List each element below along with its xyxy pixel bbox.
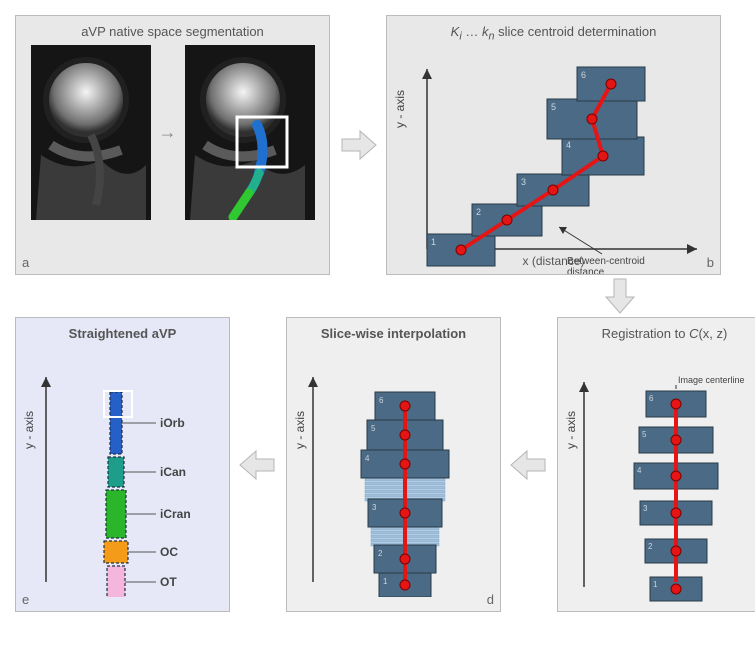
svg-text:5: 5 <box>642 430 647 439</box>
svg-text:6: 6 <box>649 394 654 403</box>
panel-e-title: Straightened aVP <box>16 318 229 347</box>
panel-d-ylabel: y - axis <box>293 411 307 449</box>
flow-arrow-left-1-icon <box>238 445 278 485</box>
svg-text:iCan: iCan <box>160 465 186 479</box>
panel-c-title: Registration to C(x, z) <box>558 318 755 347</box>
panel-d-title: Slice-wise interpolation <box>287 318 500 347</box>
panel-d-chart: 6 5 4 3 2 1 <box>287 347 500 597</box>
panel-e-ylabel: y - axis <box>22 411 36 449</box>
panel-b-title: Ki … kn slice centroid determination <box>387 16 720 49</box>
panel-c: Registration to C(x, z) Image centerline… <box>557 317 755 612</box>
row-top: aVP native space segmentation → <box>15 15 740 275</box>
mri-image-right <box>185 45 315 220</box>
svg-text:4: 4 <box>637 466 642 475</box>
flow-arrow-left-2-icon <box>509 445 549 485</box>
panel-a: aVP native space segmentation → <box>15 15 330 275</box>
svg-text:OT: OT <box>160 575 177 589</box>
flow-arrow-down-icon <box>15 275 740 317</box>
panel-d: Slice-wise interpolation 6 5 4 3 2 1 y - axis… <box>286 317 501 612</box>
panel-a-title: aVP native space segmentation <box>16 16 329 45</box>
svg-text:1: 1 <box>383 577 388 586</box>
svg-text:6: 6 <box>379 396 384 405</box>
panel-e: Straightened aVP iOrb iCan iCran OC OT y - a… <box>15 317 230 612</box>
panel-d-letter: d <box>487 592 494 607</box>
centerline-label: Image centerline <box>678 375 745 385</box>
panel-e-chart: iOrb iCan iCran OC OT <box>16 347 229 597</box>
panel-b-xlabel: x (distance) <box>522 254 584 268</box>
arrow-small-icon: → <box>159 122 177 143</box>
panel-a-letter: a <box>22 255 29 270</box>
svg-text:4: 4 <box>566 140 571 150</box>
svg-text:2: 2 <box>476 207 481 217</box>
svg-text:4: 4 <box>365 454 370 463</box>
panel-b-letter: b <box>707 255 714 270</box>
svg-text:1: 1 <box>653 580 658 589</box>
svg-text:6: 6 <box>581 70 586 80</box>
svg-text:5: 5 <box>371 424 376 433</box>
svg-text:1: 1 <box>431 237 436 247</box>
panel-e-letter: e <box>22 592 29 607</box>
mri-image-left <box>31 45 151 220</box>
svg-text:2: 2 <box>648 542 653 551</box>
svg-text:iCran: iCran <box>160 507 191 521</box>
panel-b-chart: 123456 Between-centroid distance <box>387 49 720 274</box>
svg-text:5: 5 <box>551 102 556 112</box>
svg-text:OC: OC <box>160 545 178 559</box>
row-bottom: Straightened aVP iOrb iCan iCran OC OT y - a… <box>15 317 740 612</box>
panel-b: Ki … kn slice centroid determination 1 2 3… <box>386 15 721 275</box>
panel-c-ylabel: y - axis <box>564 411 578 449</box>
svg-text:iOrb: iOrb <box>160 416 185 430</box>
svg-text:3: 3 <box>643 504 648 513</box>
svg-text:3: 3 <box>521 177 526 187</box>
svg-text:3: 3 <box>372 503 377 512</box>
panel-c-chart: Image centerline 1 2 3 4 5 6 <box>558 347 755 602</box>
flow-arrow-right-icon <box>338 125 378 165</box>
panel-b-ylabel: y - axis <box>393 90 407 128</box>
svg-text:2: 2 <box>378 549 383 558</box>
